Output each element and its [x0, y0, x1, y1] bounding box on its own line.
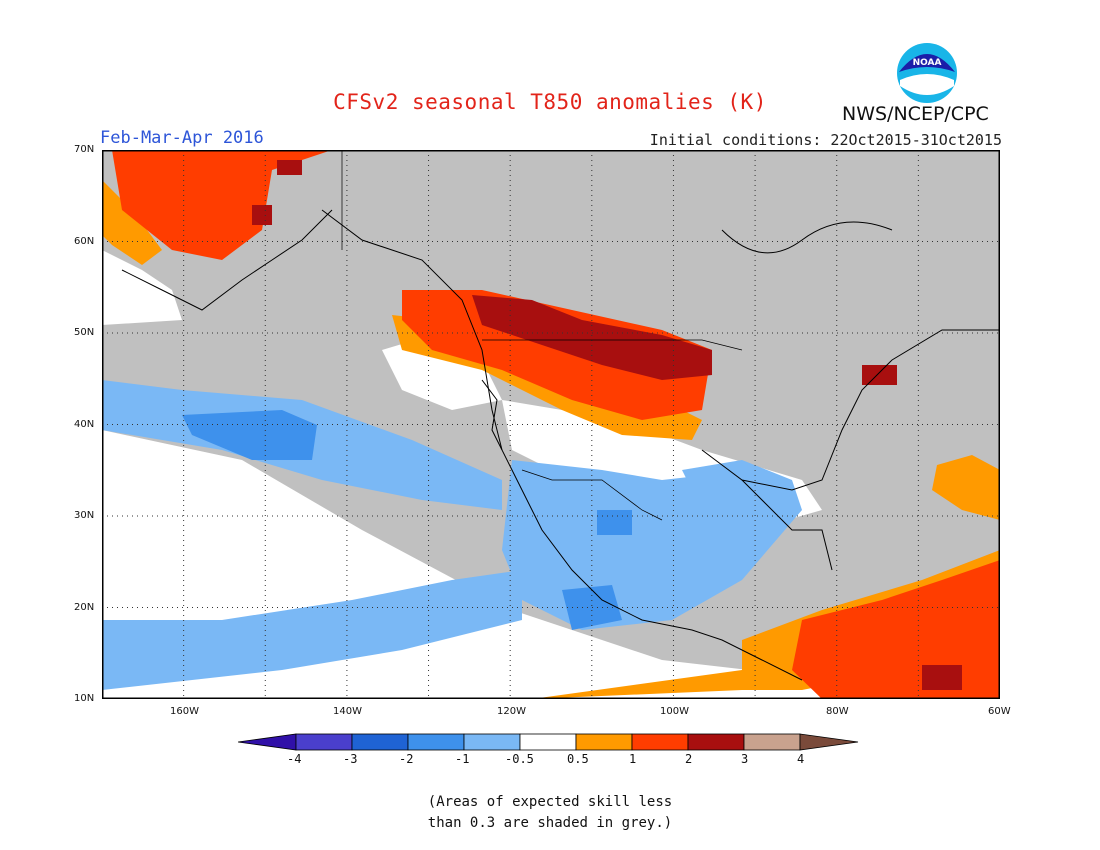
colorbar-segment [687, 733, 745, 751]
colorbar-segment [631, 733, 689, 751]
colorbar-segment [743, 733, 801, 751]
region-lightblue-gulf [682, 460, 802, 525]
region-orange-atlantic [932, 455, 1000, 520]
lon-label-140w: 140W [333, 706, 362, 717]
colorbar-segment [519, 733, 577, 751]
colorbar [238, 733, 859, 751]
coastlines [121, 209, 1000, 681]
lat-label-50n: 50N [74, 327, 95, 338]
lon-label-80w: 80W [826, 706, 849, 717]
lat-label-40n: 40N [74, 419, 95, 430]
region-blue-pacific [182, 410, 317, 460]
lat-label-20n: 20N [74, 602, 95, 613]
colorbar-segment [351, 733, 409, 751]
lon-label-60w: 60W [988, 706, 1011, 717]
colorbar-segment [407, 733, 465, 751]
region-darkred-canada [472, 295, 712, 380]
colorbar-label-9: 4 [797, 752, 805, 766]
colorbar-label-8: 3 [741, 752, 749, 766]
map-frame [102, 150, 1000, 699]
colorbar-arrow-low [238, 733, 297, 751]
colorbar-arrow-high [799, 733, 859, 751]
noaa-logo: NOAA [897, 43, 957, 103]
lon-label-120w: 120W [497, 706, 526, 717]
colorbar-label-0: -4 [287, 752, 302, 766]
colorbar-label-7: 2 [685, 752, 693, 766]
colorbar-label-2: -2 [399, 752, 414, 766]
initial-conditions: Initial conditions: 22Oct2015-31Oct2015 [649, 131, 1002, 149]
region-darkred-alaska [252, 160, 302, 225]
region-white-alaska-south [102, 250, 182, 325]
forecast-period: Feb-Mar-Apr 2016 [100, 128, 264, 148]
colorbar-label-5: 0.5 [567, 752, 589, 766]
borders [341, 150, 743, 521]
colorbar-label-3: -1 [455, 752, 470, 766]
lat-label-30n: 30N [74, 510, 95, 521]
lat-label-10n: 10N [74, 693, 95, 704]
anomaly-regions [102, 150, 1000, 699]
region-red-caribbean [792, 560, 1000, 699]
region-darkred-quebec [862, 365, 897, 385]
region-blue-texas [597, 510, 632, 535]
colorbar-label-1: -3 [343, 752, 358, 766]
region-white-west-coast [382, 335, 502, 410]
logo-text: NOAA [913, 58, 942, 68]
lon-label-160w: 160W [170, 706, 199, 717]
region-red-alaska [112, 150, 332, 260]
lat-label-70n: 70N [74, 144, 95, 155]
anomaly-map [102, 150, 1000, 699]
lat-label-60n: 60N [74, 236, 95, 247]
footnote-line-1: (Areas of expected skill less [427, 794, 673, 810]
lon-label-100w: 100W [660, 706, 689, 717]
region-lightblue-pacific-south [102, 570, 522, 690]
colorbar-label-4: -0.5 [505, 752, 534, 766]
colorbar-segment [575, 733, 633, 751]
colorbar-segment [295, 733, 353, 751]
colorbar-label-6: 1 [629, 752, 637, 766]
region-orange-alaska [102, 180, 162, 265]
footnote-line-2: than 0.3 are shaded in grey.) [427, 815, 673, 831]
region-red-north-america [402, 290, 712, 420]
colorbar-segment [463, 733, 521, 751]
organization-label: NWS/NCEP/CPC [842, 103, 989, 125]
skill-footnote: (Areas of expected skill less than 0.3 a… [0, 792, 1100, 834]
region-darkred-venezuela [922, 665, 962, 690]
map-title: CFSv2 seasonal T850 anomalies (K) [333, 90, 767, 114]
